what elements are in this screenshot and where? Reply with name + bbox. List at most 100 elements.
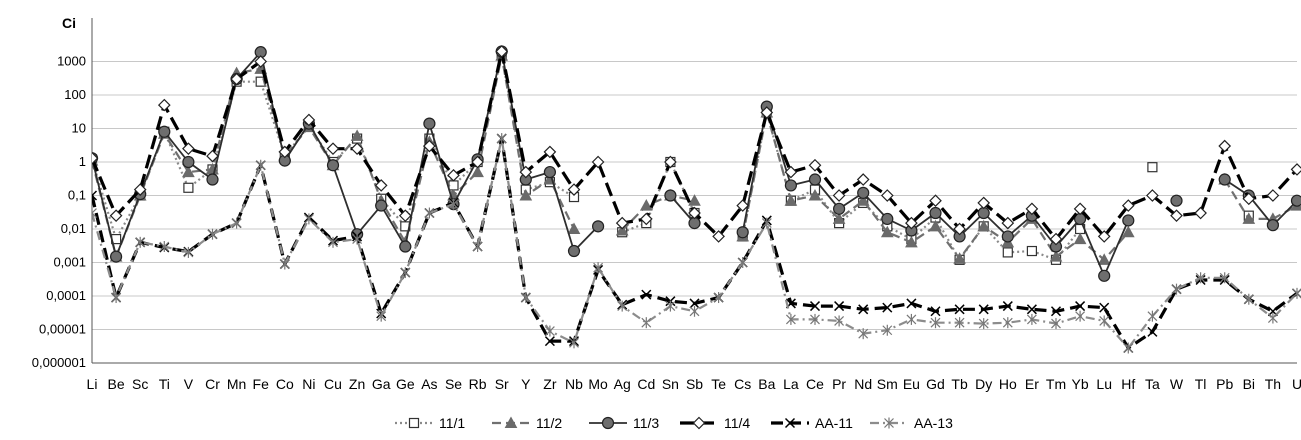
data-point (1219, 174, 1230, 185)
data-point (473, 241, 482, 252)
x-tick-label: Sr (495, 376, 509, 392)
series-line (92, 56, 574, 257)
data-point (1148, 163, 1157, 172)
legend-label: 11/1 (439, 415, 465, 431)
x-tick-label: Y (521, 376, 531, 392)
x-tick-label: Zr (543, 376, 557, 392)
x-tick-label: Eu (903, 376, 920, 392)
legend-marker (410, 419, 419, 428)
data-point (1003, 317, 1012, 328)
x-tick-label: Lu (1096, 376, 1112, 392)
legend-label: 11/2 (536, 415, 562, 431)
data-point (88, 208, 97, 219)
series-line (743, 113, 1129, 260)
legend-item-11/3: 11/3 (589, 415, 659, 431)
y-tick-label: 100 (64, 87, 86, 102)
x-tick-label: Sb (686, 376, 703, 392)
x-tick-label: Ba (758, 376, 775, 392)
x-tick-label: Ta (1145, 376, 1160, 392)
data-point (689, 195, 700, 205)
x-tick-label: Ag (614, 376, 631, 392)
x-tick-label: Cu (324, 376, 342, 392)
x-tick-label: Pr (832, 376, 846, 392)
data-point (665, 190, 676, 201)
data-point (1100, 315, 1109, 326)
x-tick-label: Zn (349, 376, 365, 392)
legend-label: AA-13 (914, 415, 953, 431)
data-point (1027, 247, 1036, 256)
x-tick-label: Be (108, 376, 125, 392)
x-tick-label: Nb (565, 376, 583, 392)
data-point (1003, 248, 1012, 257)
data-point (690, 306, 699, 317)
data-point (570, 337, 579, 348)
series-lines (87, 46, 1301, 354)
data-point (208, 229, 217, 240)
x-tick-label: Co (276, 376, 294, 392)
y-tick-label: 0,01 (61, 221, 86, 236)
legend-label: AA-11 (815, 415, 853, 431)
x-tick-label: Tb (951, 376, 968, 392)
x-tick-label: Sn (662, 376, 679, 392)
data-point (666, 301, 675, 312)
data-point (1100, 303, 1109, 312)
x-tick-label: Rb (469, 376, 487, 392)
data-point (497, 133, 506, 144)
y-tick-label: 10 (72, 121, 86, 136)
legend-item-AA-13: AA-13 (870, 415, 953, 431)
y-tick-label: 0,00001 (39, 322, 86, 337)
y-tick-label: 0,000001 (32, 355, 86, 370)
data-point (1268, 313, 1277, 324)
legend-label: 11/3 (633, 415, 659, 431)
data-point (882, 213, 893, 224)
data-point (569, 246, 580, 257)
x-tick-label: Pb (1216, 376, 1233, 392)
data-point (111, 251, 122, 262)
data-point (1124, 343, 1133, 354)
data-point (641, 200, 652, 210)
x-tick-label: Cr (205, 376, 220, 392)
data-point (1076, 311, 1085, 322)
x-tick-label: Nd (854, 376, 872, 392)
data-point (328, 143, 339, 154)
x-tick-label: Ge (396, 376, 415, 392)
series-line (622, 196, 694, 231)
series-11/4 (87, 46, 1301, 245)
data-point (183, 157, 194, 168)
x-tick-label: Sm (877, 376, 898, 392)
data-point (401, 267, 410, 278)
x-tick-label: Dy (975, 376, 992, 392)
data-point (1195, 208, 1206, 219)
data-point (1075, 234, 1086, 244)
y-tick-label: 0,001 (53, 255, 86, 270)
y-tick-label: 0,0001 (46, 288, 86, 303)
x-tick-label: W (1170, 376, 1184, 392)
x-tick-label: Ti (159, 376, 170, 392)
x-tick-label: Cd (637, 376, 655, 392)
legend: 11/1 11/2 11/3 11/4 AA-11 AA-13 (395, 415, 953, 431)
axes: 0,0000010,000010,00010,0010,010,11101001… (32, 18, 1301, 392)
data-point (1123, 215, 1134, 226)
data-point (424, 118, 435, 129)
x-tick-label: Er (1025, 376, 1039, 392)
data-point (232, 218, 241, 229)
data-point (930, 208, 941, 219)
x-tick-label: Te (711, 376, 726, 392)
x-tick-label: La (783, 376, 799, 392)
data-point (737, 227, 748, 238)
data-point (593, 221, 604, 232)
x-tick-label: Th (1265, 376, 1281, 392)
y-tick-label: 1000 (57, 54, 86, 69)
data-point (858, 187, 869, 198)
y-tick-label: 1 (79, 154, 86, 169)
data-point (545, 326, 554, 337)
legend-item-11/4: 11/4 (680, 415, 750, 431)
data-point (376, 200, 387, 211)
x-tick-label: As (421, 376, 437, 392)
legend-label: 11/4 (724, 415, 750, 431)
series-line (743, 107, 1129, 276)
data-point (1148, 311, 1157, 322)
series-line (622, 162, 694, 232)
